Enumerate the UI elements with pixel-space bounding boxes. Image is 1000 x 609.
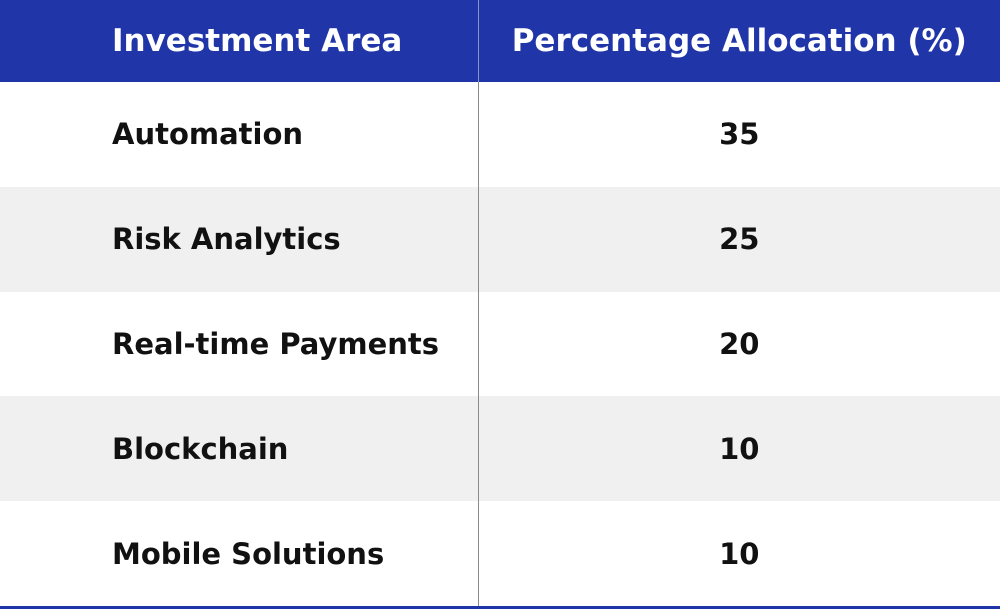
area-cell: Blockchain [0, 396, 478, 502]
header-row: Investment Area Percentage Allocation (%) [0, 0, 1000, 82]
table-row: Risk Analytics 25 [0, 186, 1000, 292]
allocation-cell: 10 [477, 501, 1000, 608]
allocation-cell: 10 [477, 396, 1000, 502]
area-cell: Mobile Solutions [112, 536, 385, 571]
area-cell: Risk Analytics [0, 186, 478, 292]
area-cell: Real-time Payments [112, 326, 440, 361]
table-body: Automation 35 Risk Analytics 25 Real-time Pa… [0, 82, 1000, 608]
allocation-cell: 25 [477, 186, 1000, 292]
header-cell: Percentage Allocation (%) [477, 0, 1000, 82]
allocation-cell: 35 [477, 82, 1000, 187]
table-row: Mobile Solutions 10 [0, 501, 1000, 608]
area-cell: Automation [112, 117, 304, 152]
table-row: Automation 35 [0, 82, 1000, 187]
header-cell: Investment Area [0, 0, 478, 82]
table-row: Blockchain 10 [0, 396, 1000, 502]
table-header: Investment Area Percentage Allocation (%) [0, 0, 1000, 82]
table-row: Real-time Payments 20 [0, 291, 1000, 397]
allocation-cell: 20 [477, 291, 1000, 397]
